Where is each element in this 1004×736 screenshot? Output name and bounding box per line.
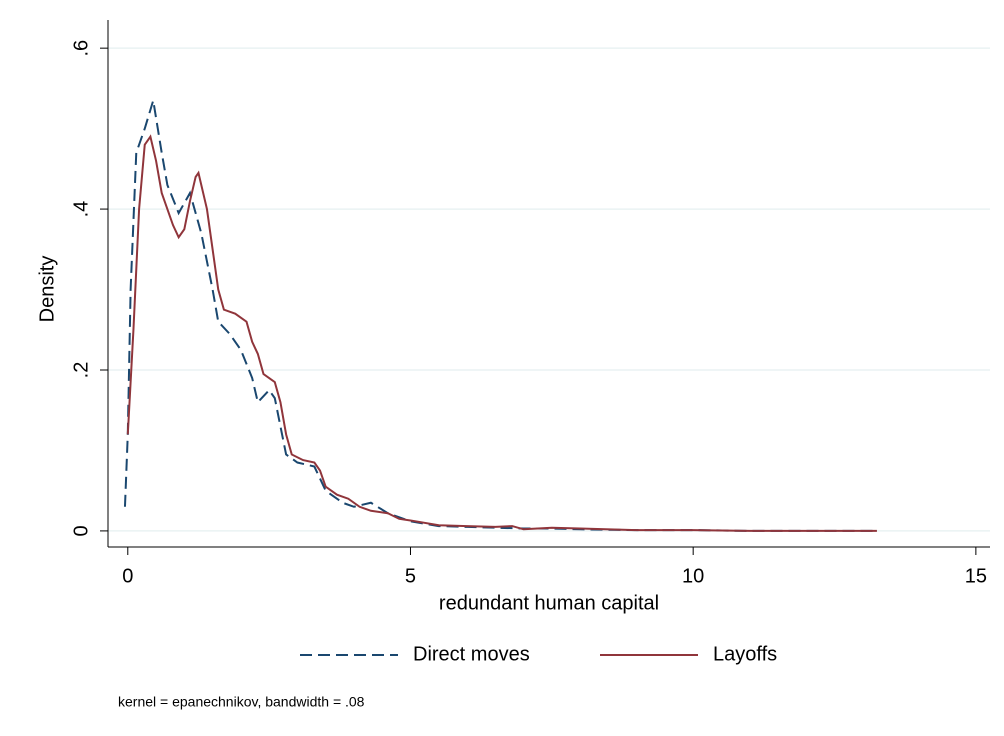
x-tick-label: 10 [682,565,704,587]
y-tick-label: 0 [70,525,92,536]
x-axis-title: redundant human capital [439,592,659,614]
x-tick-label: 15 [965,565,987,587]
y-tick-label: .4 [70,201,92,218]
legend-label: Direct moves [413,643,530,665]
x-tick-label: 0 [122,565,133,587]
legend-label: Layoffs [713,643,777,665]
x-tick-label: 5 [405,565,416,587]
note: kernel = epanechnikov, bandwidth = .08 [118,694,365,710]
y-tick-label: .2 [70,362,92,379]
density-line [126,134,877,532]
y-axis-title: Density [36,256,58,323]
y-tick-label: .6 [70,40,92,57]
